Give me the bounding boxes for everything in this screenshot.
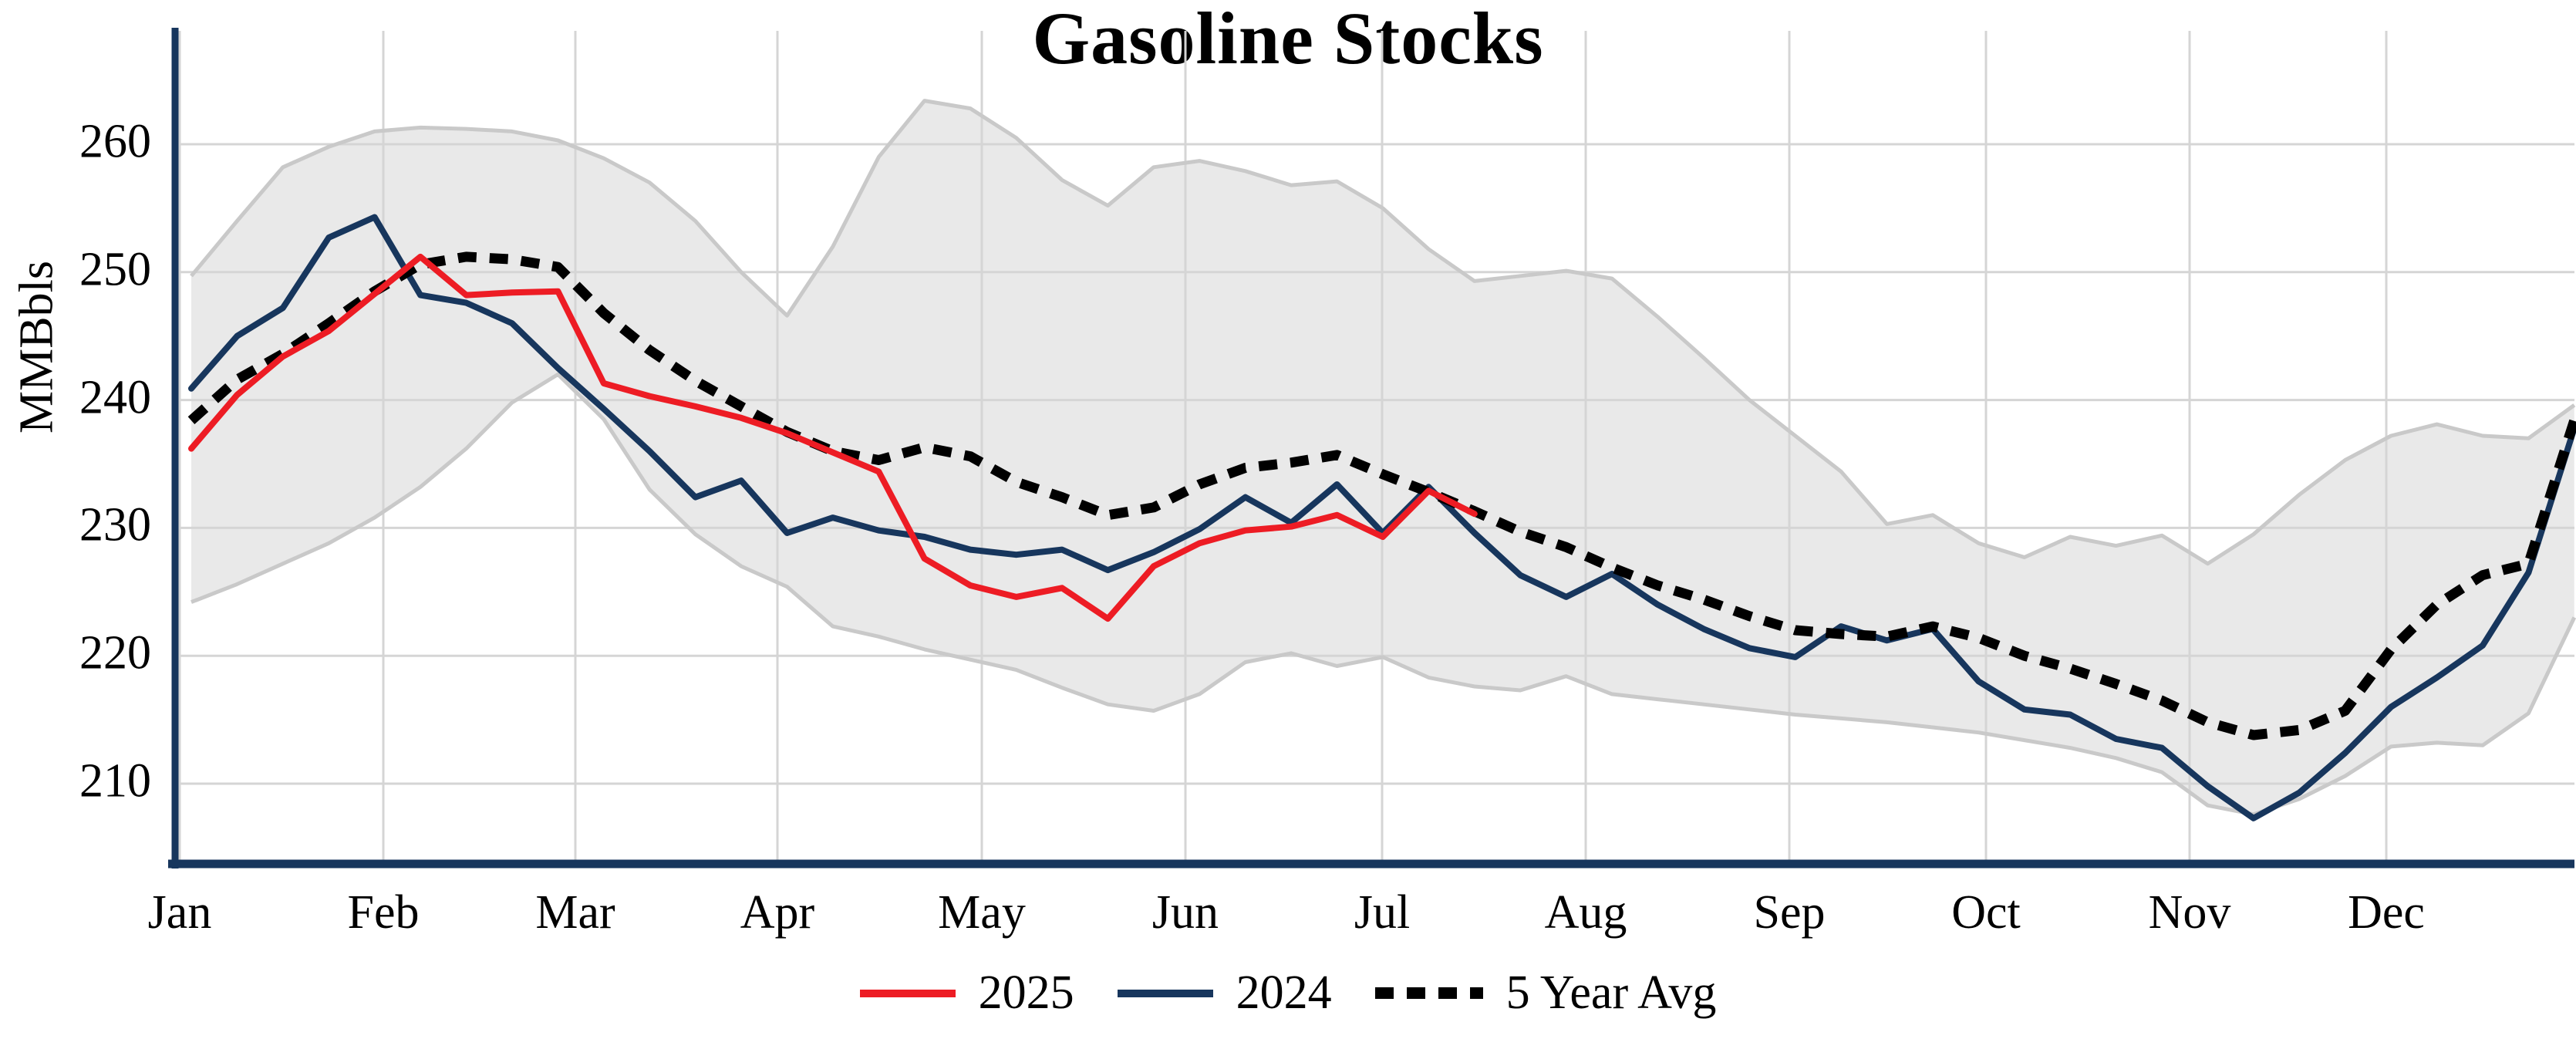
y-tick-label-220: 220 [79, 626, 151, 680]
legend-label-5-year-avg: 5 Year Avg [1505, 966, 1717, 1019]
x-tick-label-jun: Jun [1151, 886, 1219, 939]
legend-swatch-2025 [859, 989, 956, 997]
x-tick-label-sep: Sep [1753, 886, 1826, 939]
x-tick-label-may: May [938, 886, 1026, 939]
x-tick-label-nov: Nov [2148, 886, 2231, 939]
x-tick-label-dec: Dec [2348, 886, 2425, 939]
x-tick-label-feb: Feb [347, 886, 420, 939]
legend-item-5-year-avg: 5 Year Avg [1374, 966, 1717, 1020]
chart-legend: 2025 2024 5 Year Avg [0, 966, 2576, 1020]
x-tick-label-jul: Jul [1354, 886, 1411, 939]
y-tick-label-250: 250 [79, 243, 151, 296]
chart-title: Gasoline Stocks [1032, 0, 1544, 79]
band-lower-edge [191, 372, 2576, 817]
legend-label-2025: 2025 [978, 966, 1074, 1019]
line-5-year-avg [187, 251, 2576, 740]
x-tick-label-apr: Apr [740, 886, 815, 939]
x-tick-label-oct: Oct [1951, 886, 2021, 939]
y-tick-label-240: 240 [79, 371, 151, 424]
band-upper-edge [190, 99, 2576, 566]
x-tick-label-jan: Jan [147, 886, 212, 939]
legend-item-2024: 2024 [1117, 966, 1332, 1020]
legend-swatch-2024 [1117, 989, 1213, 997]
legend-swatch-5-year-avg [1374, 987, 1483, 999]
x-tick-label-aug: Aug [1544, 886, 1627, 939]
y-tick-label-210: 210 [79, 754, 151, 808]
line-2025 [188, 253, 1478, 622]
y-tick-label-260: 260 [79, 115, 151, 168]
legend-item-2025: 2025 [859, 966, 1074, 1020]
x-tick-label-mar: Mar [535, 886, 615, 939]
legend-label-2024: 2024 [1236, 966, 1332, 1019]
y-tick-label-230: 230 [79, 499, 151, 552]
